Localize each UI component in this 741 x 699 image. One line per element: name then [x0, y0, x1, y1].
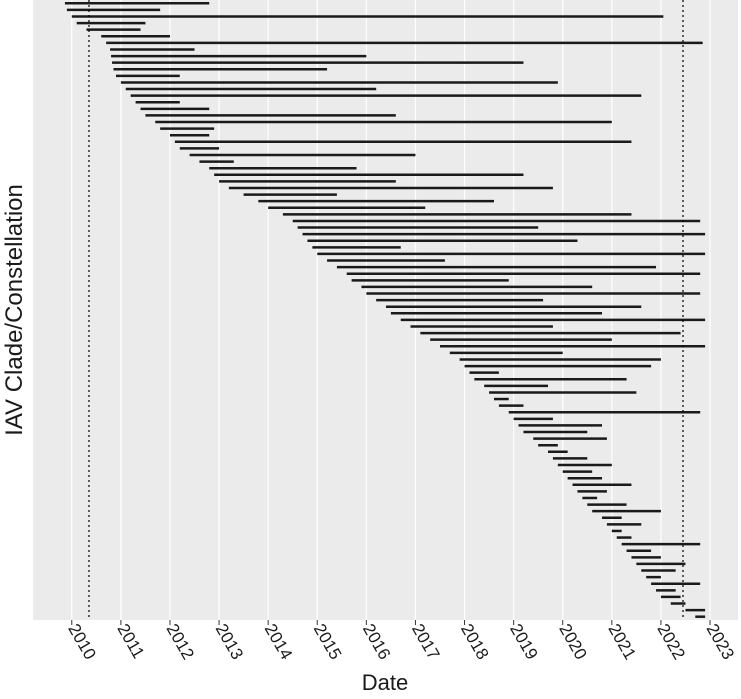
y-axis-title: IAV Clade/Constellation: [1, 184, 28, 436]
x-tick-label: 2011: [113, 621, 148, 662]
panel: [33, 0, 738, 620]
x-tick-label: 2012: [163, 621, 198, 663]
x-tick-label: 2022: [653, 621, 688, 663]
x-tick-label: 2016: [359, 621, 394, 663]
x-tick-label: 2013: [212, 621, 247, 663]
x-tick-label: 2015: [310, 621, 345, 663]
x-tick-label: 2018: [457, 621, 492, 663]
x-tick-label: 2021: [604, 621, 639, 663]
x-axis-title: Date: [362, 670, 408, 695]
x-tick-label: 2019: [506, 621, 541, 663]
x-tick-label: 2017: [408, 621, 443, 663]
x-tick-label: 2020: [555, 621, 590, 663]
x-tick-label: 2014: [261, 621, 296, 663]
x-tick-label: 2010: [64, 621, 99, 663]
x-tick-label: 2023: [703, 621, 738, 663]
